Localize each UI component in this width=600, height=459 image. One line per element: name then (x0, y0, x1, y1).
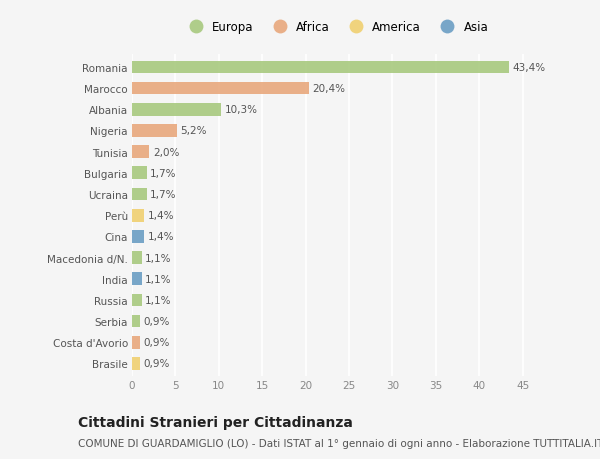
Text: 1,1%: 1,1% (145, 295, 172, 305)
Text: 0,9%: 0,9% (143, 337, 170, 347)
Bar (132, 336, 140, 349)
Bar (132, 146, 149, 159)
Text: 20,4%: 20,4% (313, 84, 346, 94)
Text: 43,4%: 43,4% (512, 63, 545, 73)
Bar (132, 358, 140, 370)
Text: 1,4%: 1,4% (148, 232, 174, 242)
Bar (132, 167, 147, 180)
Bar (132, 83, 309, 95)
Text: 10,3%: 10,3% (225, 105, 258, 115)
Text: 5,2%: 5,2% (181, 126, 207, 136)
Bar (132, 315, 140, 328)
Bar (132, 273, 142, 285)
Text: 0,9%: 0,9% (143, 358, 170, 369)
Text: 1,1%: 1,1% (145, 274, 172, 284)
Bar (132, 188, 147, 201)
Bar (132, 62, 509, 74)
Bar (132, 209, 144, 222)
Text: 0,9%: 0,9% (143, 316, 170, 326)
Text: 1,1%: 1,1% (145, 253, 172, 263)
Text: 1,7%: 1,7% (150, 168, 177, 179)
Text: COMUNE DI GUARDAMIGLIO (LO) - Dati ISTAT al 1° gennaio di ogni anno - Elaborazio: COMUNE DI GUARDAMIGLIO (LO) - Dati ISTAT… (78, 438, 600, 448)
Bar (132, 125, 177, 138)
Bar (132, 252, 142, 264)
Bar (132, 230, 144, 243)
Text: 2,0%: 2,0% (153, 147, 179, 157)
Bar (132, 294, 142, 307)
Text: 1,4%: 1,4% (148, 211, 174, 221)
Legend: Europa, Africa, America, Asia: Europa, Africa, America, Asia (179, 16, 493, 39)
Text: Cittadini Stranieri per Cittadinanza: Cittadini Stranieri per Cittadinanza (78, 415, 353, 429)
Text: 1,7%: 1,7% (150, 190, 177, 200)
Bar (132, 104, 221, 117)
